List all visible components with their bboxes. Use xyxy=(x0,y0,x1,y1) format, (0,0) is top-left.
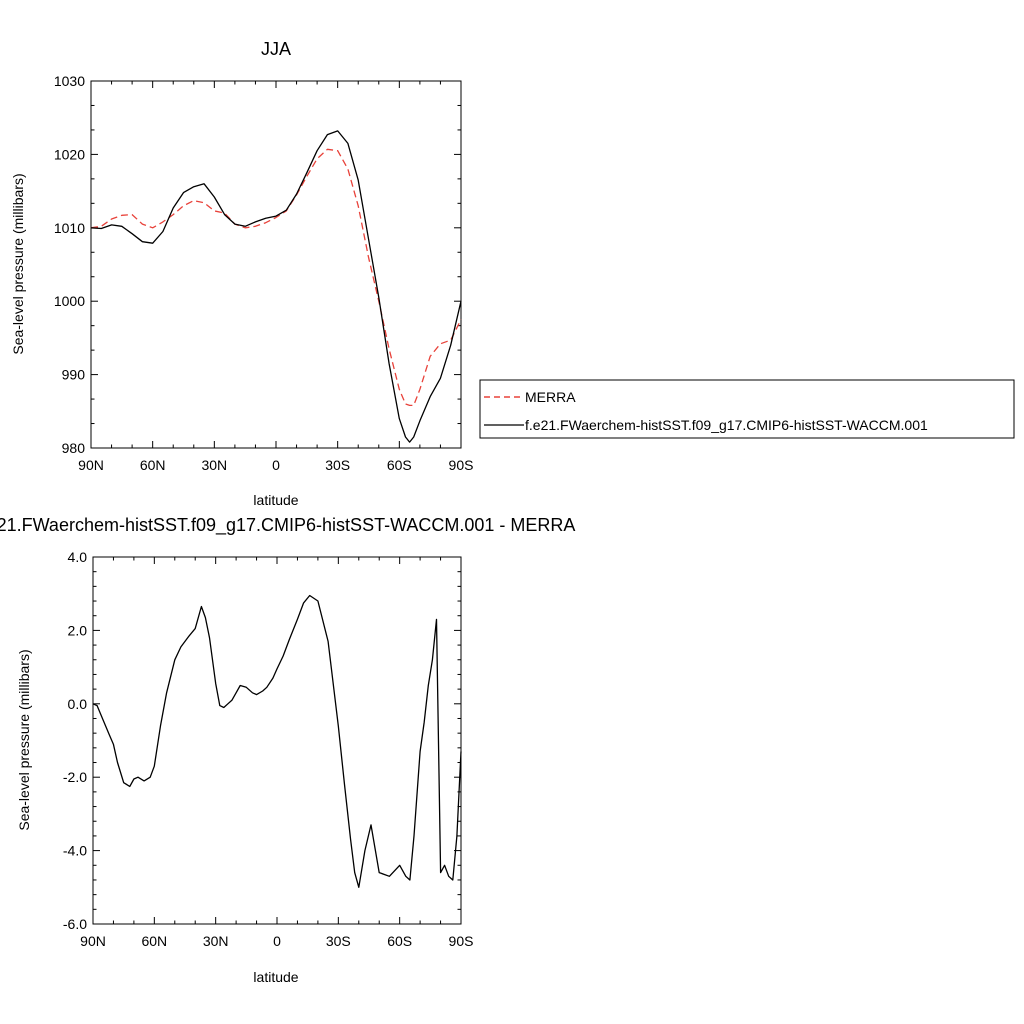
series-line-model xyxy=(90,130,462,443)
top-panel: JJA 90N 60N 30N 0 30S 60S 90S 980 990 1000 1010 10… xyxy=(10,39,1015,508)
top-x-axis-label: latitude xyxy=(253,492,298,508)
top-chart-title: JJA xyxy=(261,39,291,59)
top-plot-frame xyxy=(90,80,462,449)
bottom-chart-title: f.e21.FWaerchem-histSST.f09_g17.CMIP6-hi… xyxy=(0,515,575,536)
y-tick-label: -2.0 xyxy=(63,769,87,785)
y-tick-label: 1010 xyxy=(54,220,85,236)
legend-label-model: f.e21.FWaerchem-histSST.f09_g17.CMIP6-hi… xyxy=(525,417,928,433)
bottom-y-ticks: -6.0 -4.0 -2.0 0.0 2.0 4.0 xyxy=(63,549,461,932)
legend: MERRA f.e21.FWaerchem-histSST.f09_g17.CM… xyxy=(479,379,1015,439)
x-tick-label: 30N xyxy=(201,457,227,473)
bottom-panel: f.e21.FWaerchem-histSST.f09_g17.CMIP6-hi… xyxy=(0,515,575,985)
y-tick-label: -6.0 xyxy=(63,916,87,932)
bottom-x-ticks: 90N 60N 30N 0 30S 60S 90S xyxy=(80,557,473,949)
y-tick-label: 0.0 xyxy=(68,696,88,712)
x-tick-label: 60N xyxy=(141,933,167,949)
x-tick-label: 0 xyxy=(273,933,281,949)
x-tick-label: 90N xyxy=(80,933,106,949)
y-tick-label: 1020 xyxy=(54,146,85,162)
top-y-ticks: 980 990 1000 1010 1020 1030 xyxy=(54,73,461,456)
y-tick-label: 2.0 xyxy=(68,622,88,638)
y-tick-label: 980 xyxy=(62,440,86,456)
series-line-merra xyxy=(90,148,462,407)
legend-box xyxy=(479,379,1015,439)
bottom-x-axis-label: latitude xyxy=(253,969,298,985)
x-tick-label: 60S xyxy=(387,933,412,949)
top-series xyxy=(90,130,462,443)
y-tick-label: 1030 xyxy=(54,73,85,89)
x-tick-label: 90S xyxy=(449,933,474,949)
x-tick-label: 30S xyxy=(326,933,351,949)
x-tick-label: 0 xyxy=(272,457,280,473)
legend-label-merra: MERRA xyxy=(525,389,576,405)
y-tick-label: 4.0 xyxy=(68,549,88,565)
bottom-plot-frame xyxy=(92,556,462,925)
y-tick-label: -4.0 xyxy=(63,843,87,859)
x-tick-label: 60S xyxy=(387,457,412,473)
x-tick-label: 90S xyxy=(449,457,474,473)
series-line-difference xyxy=(92,594,462,888)
x-tick-label: 90N xyxy=(78,457,104,473)
y-tick-label: 990 xyxy=(62,367,86,383)
bottom-y-axis-label: Sea-level pressure (millibars) xyxy=(16,649,32,830)
x-tick-label: 30N xyxy=(203,933,229,949)
y-tick-label: 1000 xyxy=(54,293,85,309)
x-tick-label: 60N xyxy=(140,457,166,473)
top-x-ticks: 90N 60N 30N 0 30S 60S 90S xyxy=(78,81,473,473)
x-tick-label: 30S xyxy=(325,457,350,473)
top-y-axis-label: Sea-level pressure (millibars) xyxy=(10,173,26,354)
bottom-series xyxy=(92,594,462,888)
